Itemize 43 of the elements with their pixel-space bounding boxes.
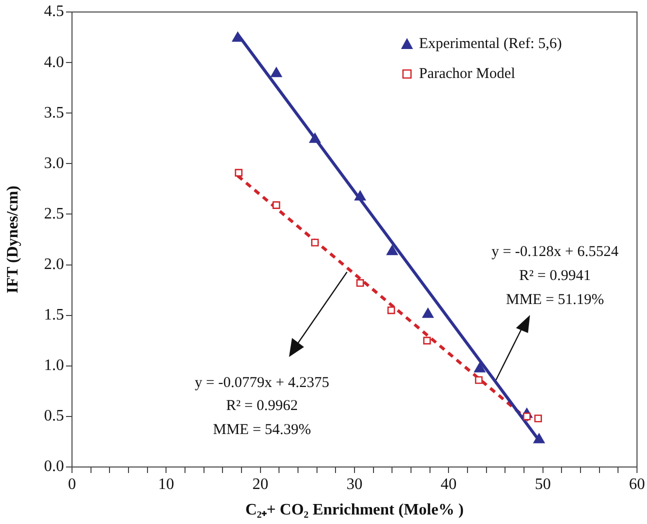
annotation: MME = 54.39% (212, 422, 312, 438)
annotation: y = -0.128x + 6.5524 (492, 244, 619, 260)
point (534, 414, 542, 422)
point (311, 238, 319, 246)
y-tick-label: 4.5 (44, 3, 64, 20)
y-tick-label: 1.5 (44, 306, 64, 324)
y-tick-label: 1.0 (44, 357, 64, 374)
point (356, 279, 364, 287)
point (272, 201, 280, 209)
annotation: y = -0.0779x + 4.2375 (194, 374, 330, 391)
legend-label: Parachor Model (419, 66, 516, 82)
x-tick-label: 50 (534, 476, 551, 493)
point (533, 433, 545, 444)
y-tick-label: 3.0 (44, 154, 64, 172)
y-tick-label: 0.0 (44, 458, 64, 476)
y-tick-label: 3.5 (44, 104, 64, 122)
x-axis-title: C₂₊+ CO₂ Enrichment (Mole% ) (245, 502, 464, 519)
point (309, 132, 321, 143)
x-tick-label: 10 (158, 476, 174, 493)
point (474, 376, 483, 384)
y-tick-label: 2.0 (44, 256, 64, 273)
y-tick-label: 0.5 (44, 408, 64, 425)
point (354, 190, 366, 201)
annotation: MME = 51.19% (506, 292, 604, 308)
point (387, 306, 396, 314)
y-tick-label: 4.0 (44, 54, 64, 71)
x-tick-label: 20 (252, 476, 268, 493)
annotation: R² = 0.9962 (226, 398, 298, 414)
y-tick-label: 2.5 (44, 205, 64, 222)
point (270, 67, 282, 78)
point (474, 362, 486, 372)
point (423, 336, 431, 344)
point (422, 308, 434, 318)
point (522, 412, 531, 420)
legend-label: Experimental (Ref: 5,6) (419, 36, 562, 52)
point (386, 245, 398, 256)
x-tick-label: 0 (68, 476, 76, 493)
y-axis-title: IFT (Dynes/cm) (4, 186, 22, 294)
x-tick-label: 40 (440, 476, 457, 493)
x-tick-label: 60 (629, 476, 645, 493)
annotation: R² = 0.9941 (519, 268, 591, 284)
point (234, 168, 243, 177)
x-tick-label: 30 (346, 476, 362, 493)
